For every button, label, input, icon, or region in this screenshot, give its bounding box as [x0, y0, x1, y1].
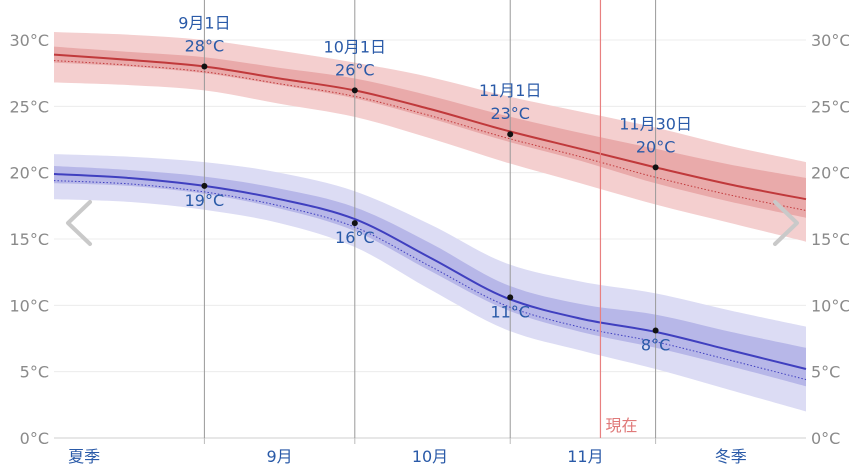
next-button[interactable] [773, 200, 799, 246]
low-point [351, 220, 358, 227]
annotation-temp: 8°C [641, 336, 670, 355]
y-tick-label-left: 25°C [9, 97, 49, 116]
annotation-temp: 23°C [490, 104, 530, 123]
low-point [201, 182, 208, 189]
annotation-temp: 11°C [490, 302, 530, 321]
annotation-date: 9月1日 [178, 14, 230, 33]
y-tick-label-left: 10°C [9, 296, 49, 315]
series-lines [53, 53, 807, 381]
annotation-points [201, 63, 659, 334]
annotations: 9月1日 28°C 19°C 10月1日 26°C 16°C 11月1日 23°C 11°C 11… [178, 14, 692, 355]
y-tick-label-right: 0°C [811, 429, 840, 448]
annotation-temp: 19°C [185, 191, 225, 210]
high-reference-line [53, 60, 807, 211]
low-point [652, 327, 659, 334]
y-tick-label-left: 30°C [9, 31, 49, 50]
annotation-temp: 28°C [185, 37, 225, 56]
percentile-bands [54, 32, 806, 412]
y-axis-left: 0°C 5°C 10°C 15°C 20°C 25°C 30°C [9, 31, 49, 448]
annotation-temp: 16°C [335, 228, 375, 247]
high-point [351, 87, 358, 94]
high-median-line [53, 53, 807, 201]
chevron-left-icon [66, 200, 92, 246]
y-tick-label-right: 30°C [811, 31, 849, 50]
annotation-date: 10月1日 [324, 37, 387, 56]
y-tick-label-right: 5°C [811, 363, 840, 382]
high-band-10-90 [54, 32, 806, 242]
annotation-date: 11月30日 [619, 114, 692, 133]
y-axis-right: 0°C 5°C 10°C 15°C 20°C 25°C 30°C [811, 31, 849, 448]
y-tick-label-right: 20°C [811, 164, 849, 183]
y-tick-label-right: 10°C [811, 296, 849, 315]
prev-button[interactable] [66, 200, 92, 246]
y-tick-label-left: 5°C [20, 363, 49, 382]
x-tick-label: 11月 [567, 447, 603, 466]
y-tick-label-left: 20°C [9, 164, 49, 183]
chevron-right-icon [773, 200, 799, 246]
now-marker: 現在 [599, 0, 637, 438]
y-tick-label-right: 15°C [811, 230, 849, 249]
x-tick-label: 9月 [267, 447, 293, 466]
low-band-25-75 [54, 166, 806, 387]
y-tick-label-right: 25°C [811, 97, 849, 116]
high-band-25-75 [54, 46, 806, 218]
high-point [507, 131, 514, 138]
high-point [201, 63, 208, 70]
x-tick-label: 夏季 [68, 447, 100, 466]
y-tick-label-left: 15°C [9, 230, 49, 249]
x-tick-label: 10月 [412, 447, 448, 466]
high-point [652, 164, 659, 171]
low-median-line [53, 173, 807, 370]
x-tick-label: 冬季 [715, 447, 747, 466]
annotation-date: 11月1日 [479, 81, 542, 100]
annotation-temp: 20°C [636, 137, 676, 156]
low-point [507, 294, 514, 301]
y-tick-label-left: 0°C [20, 429, 49, 448]
annotation-temp: 26°C [335, 60, 375, 79]
low-band-10-90 [54, 154, 806, 412]
now-label: 現在 [605, 416, 637, 435]
x-axis: 夏季 9月 10月 11月 冬季 [68, 438, 747, 466]
